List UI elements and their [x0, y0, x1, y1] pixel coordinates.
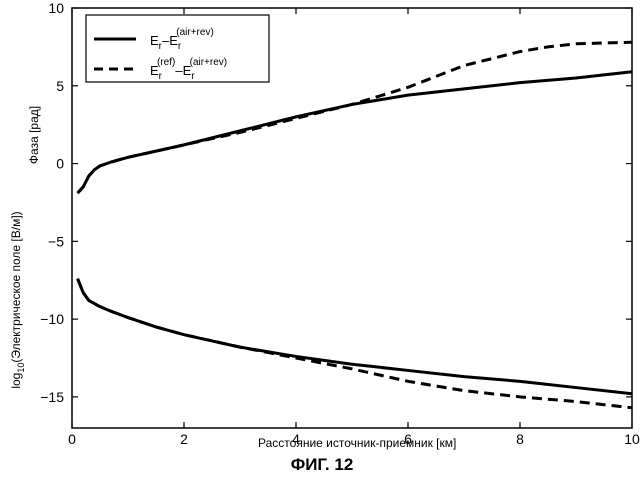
y-tick-label-10: 10 [48, 0, 64, 16]
y-tick-label-0: 0 [56, 156, 64, 172]
x-tick-label-10: 10 [624, 431, 640, 447]
x-tick-label-0: 0 [68, 431, 76, 447]
y-axis-label-field-sub: 10 [16, 363, 26, 373]
x-axis-label: Расстояние источник-приемник [км] [258, 436, 456, 450]
y-axis-label-field-rest: (Электрическое поле [В/м]) [9, 211, 23, 362]
y-tick-label--10: −10 [40, 311, 64, 327]
y-axis-label-field-prefix: log [9, 373, 23, 389]
legend-dashed-sup2: (air+rev) [190, 57, 228, 68]
legend-solid-sup2: (air+rev) [176, 27, 214, 38]
y-tick-label--15: −15 [40, 389, 64, 405]
figure-caption: ФИГ. 12 [291, 455, 354, 474]
x-tick-label-8: 8 [516, 431, 524, 447]
y-axis-label-phase: Фаза [рад] [27, 106, 41, 164]
y-tick-label-5: 5 [56, 78, 64, 94]
x-tick-label-2: 2 [180, 431, 188, 447]
legend-dashed-sup1: (ref) [157, 57, 175, 68]
y-tick-label--5: −5 [48, 233, 64, 249]
legend-solid-base1: E [150, 33, 159, 48]
legend: Er–Er(air+rev) Er(ref)–Er(air+rev) [86, 15, 269, 82]
